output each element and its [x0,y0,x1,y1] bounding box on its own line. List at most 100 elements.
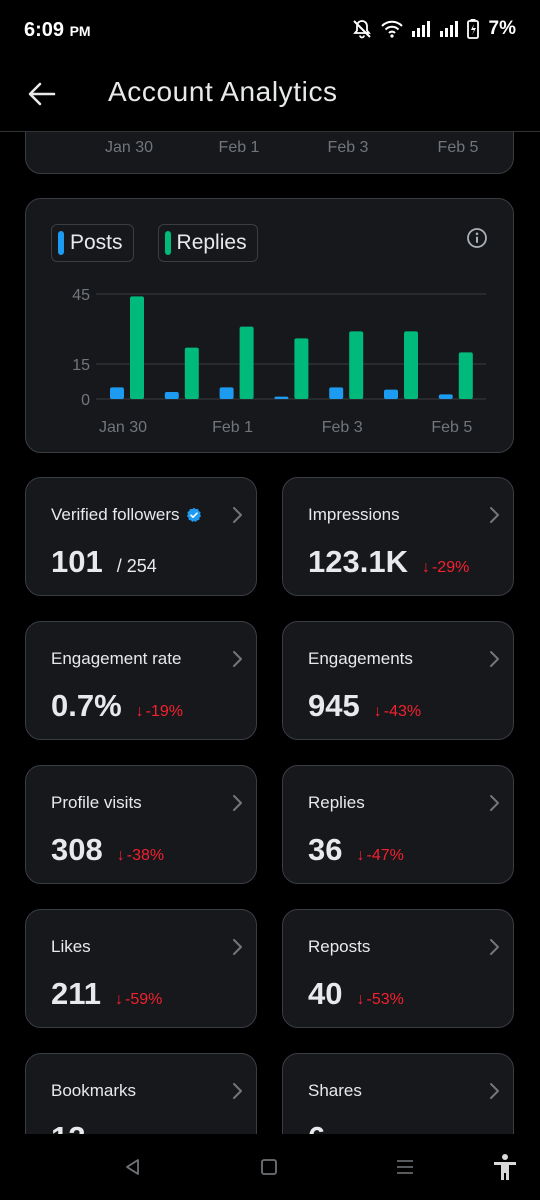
analytics-scroll-area[interactable]: Jan 30 Feb 1 Feb 3 Feb 5 0 15 45 Jan 30 Feb … [0,132,540,1134]
bar-replies[interactable] [458,352,473,399]
legend-label: Replies [176,231,247,254]
chevron-right-icon [233,507,242,523]
nav-accessibility-button[interactable] [490,1152,520,1182]
metric-label: Likes [51,937,91,956]
back-button[interactable] [24,76,60,112]
system-nav-bar [0,1134,540,1200]
metric-value: 12 [51,1120,85,1134]
metric-change-value: -38% [126,847,165,864]
metric-card[interactable]: Engagement rate 0.7% ↓ -19% [25,621,257,740]
metric-label: Impressions [308,505,400,524]
info-icon[interactable] [466,227,488,249]
chevron-right-icon [233,939,242,955]
bar-posts[interactable] [274,396,289,399]
legend-swatch-replies [164,231,171,255]
verified-badge-icon [186,507,201,522]
bar-replies[interactable] [184,347,199,399]
posts-replies-chart-card: 0 15 45 Jan 30 Feb 1 Feb 3 Feb 5 Posts Replies [25,198,514,453]
battery-percent: 7% [488,18,516,39]
signal-icon [411,21,430,37]
metric-card[interactable]: Bookmarks 12 [25,1053,257,1134]
metric-card[interactable]: Verified followers 101 / 254 [25,477,257,596]
bar-replies[interactable] [294,338,309,399]
metric-value-row: 945 ↓ -43% [308,688,421,724]
signal-icon [439,21,458,37]
x-tick-label: Feb 3 [327,139,369,156]
metric-change: ↓ -29% [422,559,469,577]
legend-posts[interactable]: Posts [51,224,134,262]
overview-x-axis: Jan 30 Feb 1 Feb 3 Feb 5 [26,139,513,159]
x-tick-label: Feb 5 [431,419,472,436]
metric-head: Replies [308,793,365,813]
nav-recents-button[interactable] [390,1152,420,1182]
metric-value-row: 101 / 254 [51,544,157,580]
bar-replies[interactable] [349,331,364,399]
metric-label: Verified followers [51,505,180,524]
arrow-left-icon [28,82,56,106]
metric-value-row: 0.7% ↓ -19% [51,688,183,724]
x-tick-label: Feb 5 [437,139,479,156]
y-tick-label: 45 [72,287,90,304]
metric-value-row: 6 [308,1120,325,1134]
metric-card[interactable]: Replies 36 ↓ -47% [282,765,514,884]
metric-value: 36 [308,832,343,867]
chevron-right-icon [490,507,499,523]
metric-change-value: -47% [366,847,404,864]
bar-posts[interactable] [329,387,344,399]
chevron-right-icon [233,651,242,667]
metric-value: 945 [308,688,360,723]
bar-posts[interactable] [384,389,398,399]
nav-back-button[interactable] [118,1152,148,1182]
status-icons: 7% [351,18,516,40]
page-title: Account Analytics [108,76,338,107]
chevron-right-icon [233,795,242,811]
metric-card[interactable]: Engagements 945 ↓ -43% [282,621,514,740]
metric-card[interactable]: Impressions 123.1K ↓ -29% [282,477,514,596]
bar-replies[interactable] [130,296,144,399]
x-tick-label: Jan 30 [99,419,147,436]
metric-value-row: 308 ↓ -38% [51,832,164,868]
bar-posts[interactable] [219,387,234,399]
metric-head: Bookmarks [51,1081,136,1101]
bar-replies[interactable] [404,331,418,399]
y-tick-label: 15 [72,357,90,374]
bar-posts[interactable] [110,387,124,399]
arrow-down-icon: ↓ [115,991,124,1008]
metric-head: Likes [51,937,91,957]
metric-head: Reposts [308,937,370,957]
arrow-down-icon: ↓ [356,847,365,864]
bar-replies[interactable] [239,326,254,399]
metric-head: Impressions [308,505,400,525]
chevron-right-icon [490,939,499,955]
metric-change-value: -59% [125,991,163,1008]
status-time-value: 6:09 [24,19,65,41]
metric-card[interactable]: Shares 6 [282,1053,514,1134]
x-tick-label: Feb 3 [322,419,363,436]
legend-replies[interactable]: Replies [157,224,258,262]
metric-card[interactable]: Likes 211 ↓ -59% [25,909,257,1028]
arrow-down-icon: ↓ [421,559,430,576]
metric-value: 211 [51,976,102,1011]
status-time-meridiem: PM [69,23,91,39]
metric-label: Engagements [308,649,413,668]
metric-head: Shares [308,1081,362,1101]
x-tick-label: Jan 30 [104,139,154,156]
metric-change: ↓ -53% [356,991,403,1009]
x-tick-label: Feb 1 [218,139,260,156]
y-tick-label: 0 [81,392,90,409]
nav-home-button[interactable] [254,1152,284,1182]
battery-icon [466,19,479,39]
metric-change: ↓ -19% [136,703,183,721]
metric-card[interactable]: Profile visits 308 ↓ -38% [25,765,257,884]
bar-posts[interactable] [164,392,179,399]
metric-change: ↓ -47% [356,847,403,865]
arrow-down-icon: ↓ [135,703,144,720]
metric-change-value: -53% [366,991,404,1008]
overview-chart-card: Jan 30 Feb 1 Feb 3 Feb 5 [25,132,514,174]
metric-value-row: 211 ↓ -59% [51,976,162,1012]
bar-posts[interactable] [438,394,453,399]
metric-value-row: 40 ↓ -53% [308,976,404,1012]
metric-card[interactable]: Reposts 40 ↓ -53% [282,909,514,1028]
metric-change-value: -19% [145,703,184,720]
metric-change: ↓ -38% [117,847,164,865]
